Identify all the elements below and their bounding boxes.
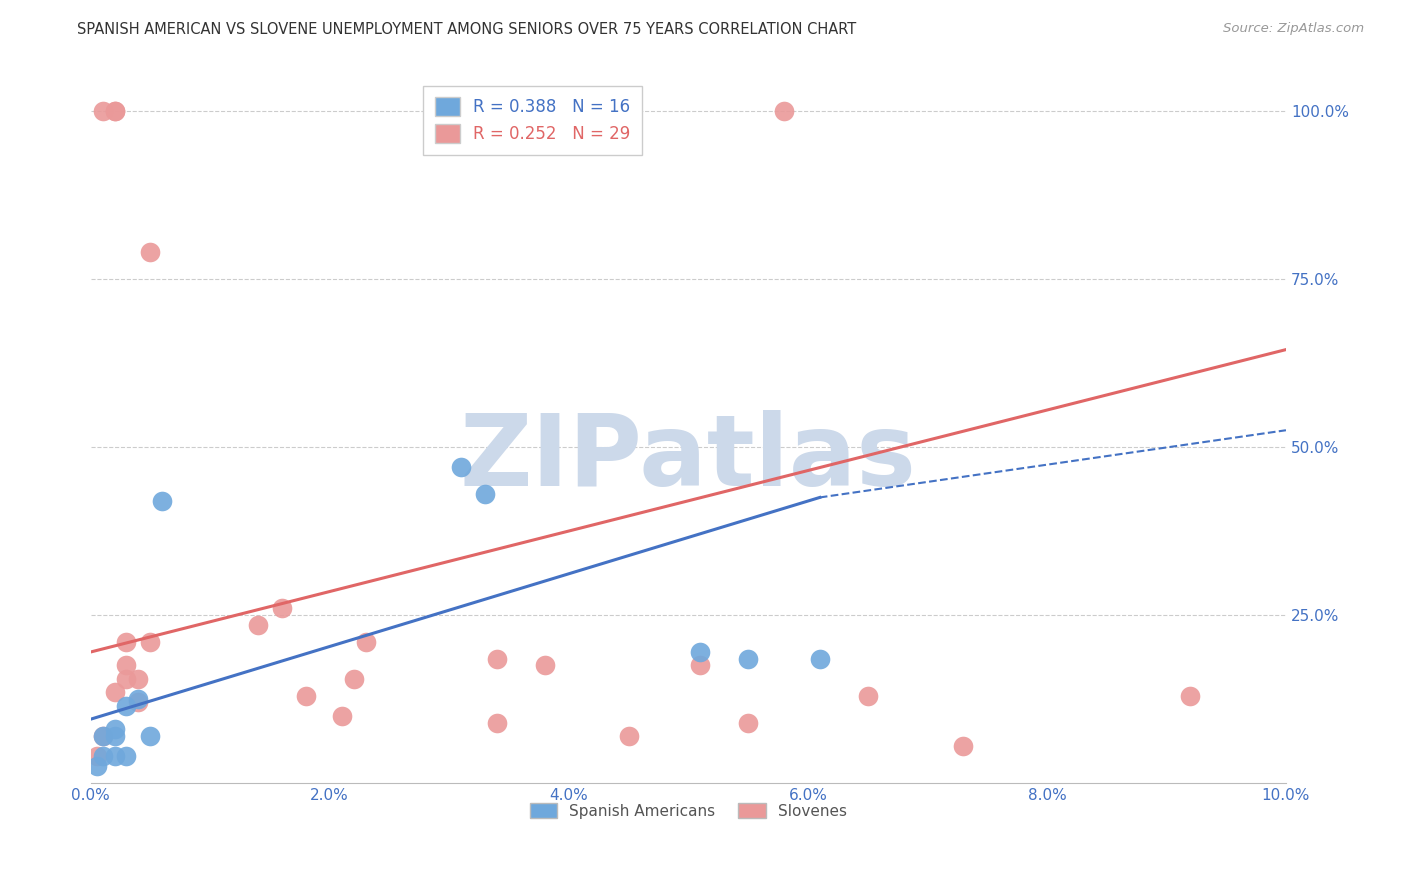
Point [1180, 689, 1202, 703]
Point [450, 460, 472, 475]
Point [91, 729, 114, 743]
Point [115, 635, 138, 649]
Point [91, 103, 114, 118]
Point [139, 635, 162, 649]
Point [689, 658, 711, 673]
Point [86, 759, 108, 773]
Point [86, 749, 108, 764]
Point [246, 618, 269, 632]
Point [139, 729, 162, 743]
Point [127, 692, 149, 706]
Point [115, 658, 138, 673]
Point [115, 672, 138, 686]
Text: Source: ZipAtlas.com: Source: ZipAtlas.com [1223, 22, 1364, 36]
Point [115, 749, 138, 764]
Point [534, 658, 557, 673]
Point [103, 103, 125, 118]
Text: SPANISH AMERICAN VS SLOVENE UNEMPLOYMENT AMONG SENIORS OVER 75 YEARS CORRELATION: SPANISH AMERICAN VS SLOVENE UNEMPLOYMENT… [77, 22, 856, 37]
Point [103, 103, 125, 118]
Point [856, 689, 879, 703]
Point [103, 729, 125, 743]
Point [354, 635, 377, 649]
Point [737, 715, 759, 730]
Point [270, 601, 292, 615]
Point [342, 672, 364, 686]
Point [127, 672, 149, 686]
Point [103, 723, 125, 737]
Point [91, 729, 114, 743]
Point [486, 651, 509, 665]
Point [115, 698, 138, 713]
Point [139, 245, 162, 260]
Point [737, 651, 759, 665]
Legend: Spanish Americans, Slovenes: Spanish Americans, Slovenes [523, 797, 853, 825]
Point [103, 749, 125, 764]
Point [474, 487, 496, 501]
Point [294, 689, 316, 703]
Point [330, 709, 353, 723]
Point [91, 749, 114, 764]
Point [689, 645, 711, 659]
Text: ZIPatlas: ZIPatlas [460, 410, 917, 507]
Point [952, 739, 974, 753]
Point [486, 715, 509, 730]
Point [773, 103, 796, 118]
Point [808, 651, 831, 665]
Point [127, 695, 149, 709]
Point [150, 493, 173, 508]
Point [617, 729, 640, 743]
Point [103, 685, 125, 699]
